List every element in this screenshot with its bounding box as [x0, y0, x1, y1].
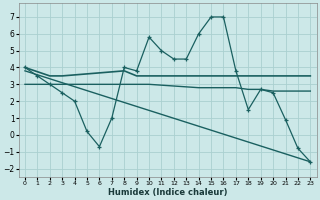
X-axis label: Humidex (Indice chaleur): Humidex (Indice chaleur) [108, 188, 228, 197]
